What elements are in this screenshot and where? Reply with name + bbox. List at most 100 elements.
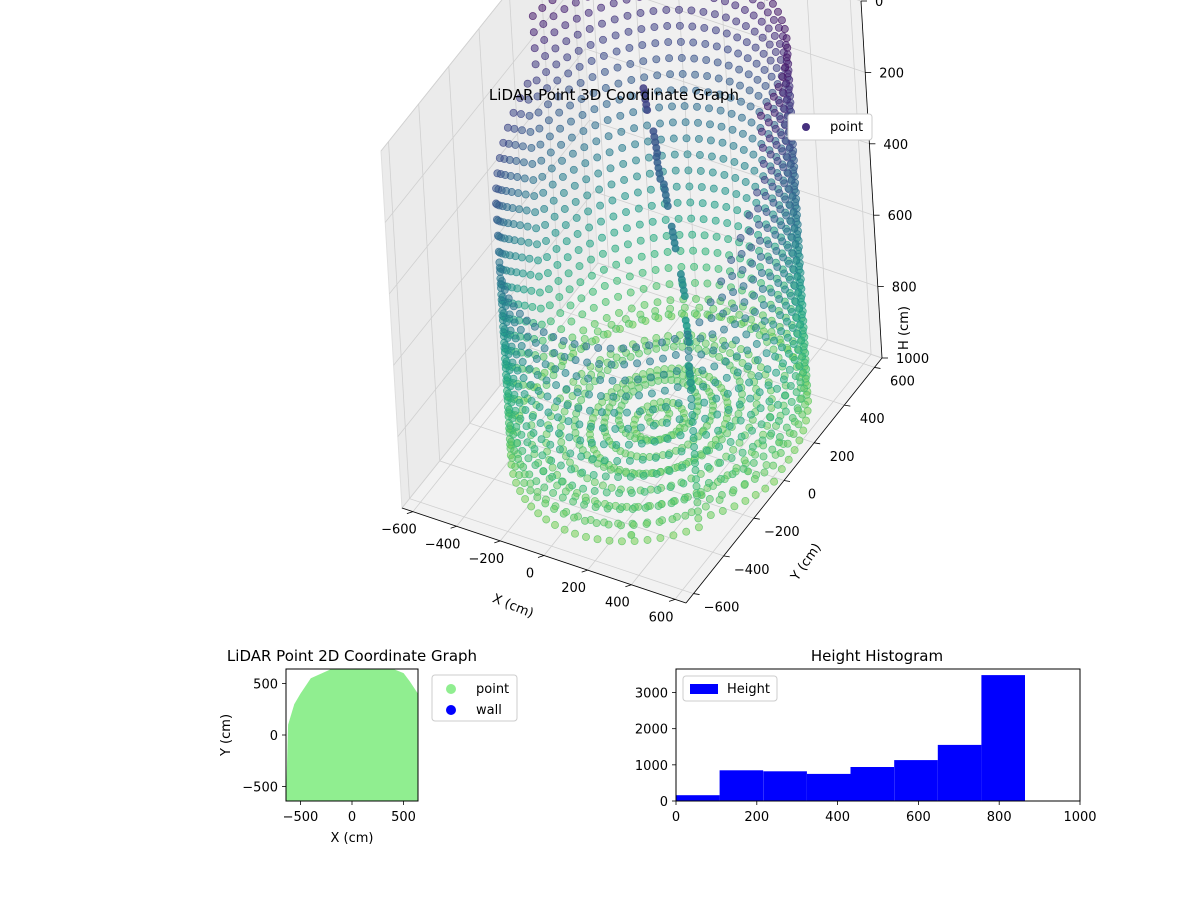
scatter-point-3d [509,108,518,117]
scatter-point-3d [594,343,603,352]
scatter-point-3d [607,360,616,369]
scatter-point-3d [782,79,791,88]
scatter-point-3d [558,156,566,165]
scatter-point-3d [729,486,738,495]
scatter-point-3d [574,246,583,255]
scatter-point-3d [642,520,651,528]
scatter-point-3d [728,470,737,479]
scatter-point-3d [539,188,548,197]
scatter-point-3d [535,403,544,412]
scatter-point-3d [688,22,697,31]
scatter-point-3d [793,404,802,413]
scatter-point-3d [685,182,694,191]
scatter-point-3d [714,264,723,273]
scatter-point-3d [629,521,638,529]
scatter-point-3d [766,272,775,281]
scatter-point-3d [779,163,788,172]
scatter-point-3d [568,481,577,490]
scatter-point-3d [560,353,569,361]
scatter-point-3d [763,365,772,374]
grid-line-h [384,0,866,223]
scatter-point-3d [780,105,789,114]
scatter-point-3d [707,152,716,161]
scatter-point-3d [615,489,624,498]
scatter-point-3d [634,204,643,213]
scatter-point-3d [650,23,659,32]
scatter-point-3d [512,157,521,165]
scatter-point-3d [604,132,613,141]
scatter-point-3d [558,493,567,502]
scatter-point-3d [521,495,530,504]
scatter-point-3d [576,78,585,87]
scatter-point-3d [654,87,663,96]
x-tick-label: 400 [605,596,630,611]
scatter-point-3d [644,137,652,146]
scatter-point-3d [512,422,521,431]
scatter-point-3d [557,140,566,149]
scatter-point-3d [792,388,801,397]
scatter-point-3d [579,484,588,493]
scatter-point-3d [607,180,616,189]
scatter-point-3d [581,516,589,525]
scatter-point-3d [554,413,562,422]
scatter-point-3d [745,86,754,95]
3d-axes: −600 −400 −200 0 200 400 600 −600 −400 −200 0 200 40… [381,0,929,625]
scatter-point-3d [785,365,794,374]
scatter-point-3d [750,291,758,300]
scatter-point-3d [706,136,715,145]
scatter-point-3d [715,353,724,361]
scatter-point-3d [531,338,540,347]
scatter-point-3d [743,54,752,63]
scatter-point-3d [717,491,726,499]
scatter-point-3d [758,284,767,293]
scatter-point-3d [547,164,556,173]
scatter-point-3d [513,438,522,447]
scatter-point-3d [509,302,518,311]
scatter-point-3d [740,298,749,307]
scatter-point-3d [551,44,560,53]
scatter-point-3d [571,356,580,365]
h-tick-label: 800 [892,281,917,296]
scatter-point-3d [687,6,696,15]
scatter-point-3d [601,84,610,92]
scatter-point-3d [710,200,719,209]
scatter-point-3d [579,127,588,136]
scatter-point-3d [561,369,570,377]
scatter-point-3d [662,6,671,14]
scatter-point-3d [624,256,633,265]
scatter-point-3d [794,288,803,297]
scatter-point-3d [692,86,701,95]
scatter-point-3d [769,345,778,354]
scatter-point-3d [577,95,586,103]
scatter-point-3d [638,455,647,464]
scatter-point-3d [538,451,547,460]
scatter-point-3d [519,463,528,471]
scatter-point-3d [565,85,574,94]
scatter-point-3d [688,230,697,239]
scatter-point-3d [622,208,630,217]
scatter-point-3d [667,499,676,508]
x-tick-label: −200 [468,552,504,567]
scatter-point-3d [713,410,722,419]
scatter-point-3d [582,532,590,541]
scatter-point-3d [531,461,540,470]
scatter-point-3d [655,518,664,526]
scatter-point-3d [734,222,743,231]
scatter-point-3d [586,239,594,248]
scatter-point-3d [638,268,647,277]
chart-3d-legend: point [787,113,873,141]
scatter-point-3d [650,437,659,446]
scatter-point-3d [698,366,707,375]
scatter-point-3d [637,0,642,1]
scatter-point-3d [789,207,798,216]
scatter-point-3d [719,154,728,163]
chart-3d-xlabel: X (cm) [490,591,535,621]
scatter-point-3d [509,374,518,383]
scatter-point-3d [541,499,550,508]
scatter-point-3d [790,446,799,455]
scatter-point-3d [660,386,669,395]
scatter-point-3d [736,416,745,425]
scatter-point-3d [618,143,627,152]
scatter-point-3d [744,70,753,79]
scatter-point-3d [612,353,621,362]
